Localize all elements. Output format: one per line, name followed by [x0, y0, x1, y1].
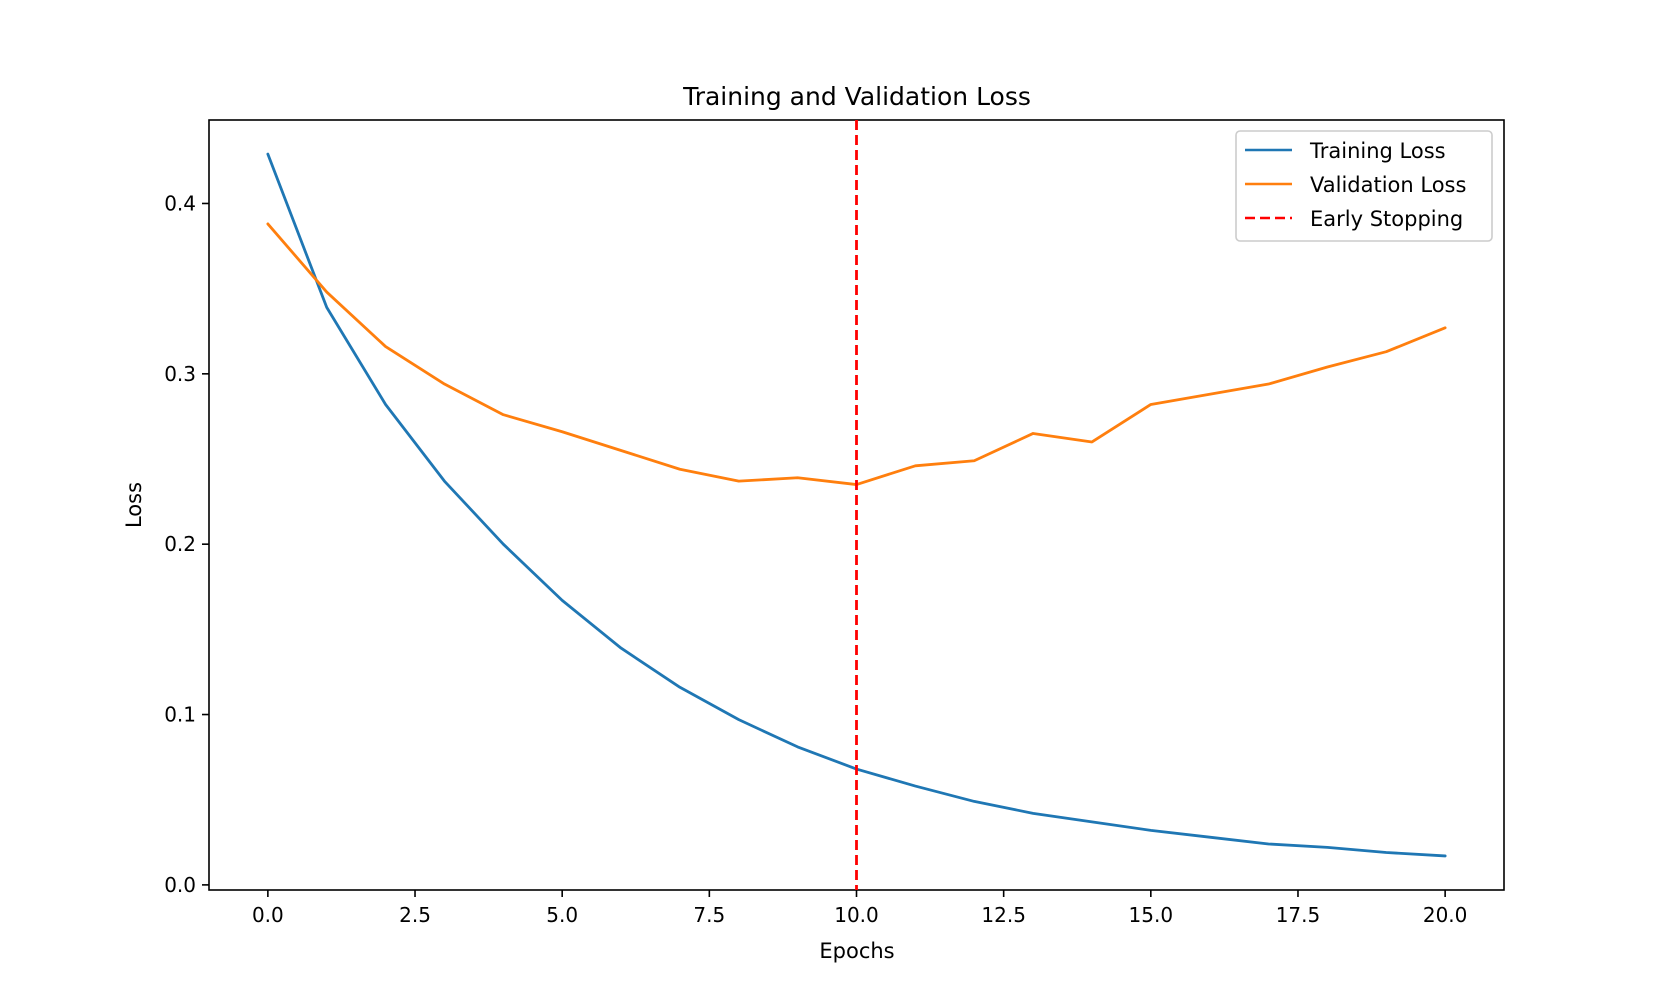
y-tick-label: 0.2 [164, 532, 196, 556]
legend-box [1235, 130, 1493, 242]
x-tick-label: 20.0 [1423, 903, 1468, 927]
x-tick-label: 2.5 [399, 903, 431, 927]
y-axis-ticks: 0.0 0.1 0.2 0.3 0.4 [164, 191, 209, 897]
x-tick-label: 17.5 [1276, 903, 1321, 927]
y-axis-title: Loss [122, 482, 146, 528]
legend-label-early-stopping: Early Stopping [1310, 207, 1463, 231]
x-tick-label: 10.0 [834, 903, 879, 927]
x-axis-ticks: 0.0 2.5 5.0 7.5 10.0 12.5 15.0 17.5 20.0 [252, 890, 1467, 927]
legend-label-validation-loss: Validation Loss [1310, 173, 1466, 197]
x-tick-label: 0.0 [252, 903, 284, 927]
y-tick-label: 0.0 [164, 873, 196, 897]
x-tick-label: 15.0 [1129, 903, 1174, 927]
x-tick-label: 7.5 [693, 903, 725, 927]
x-tick-label: 5.0 [546, 903, 578, 927]
legend: Training Loss Validation Loss Early Stop… [1235, 130, 1493, 242]
y-tick-label: 0.3 [164, 362, 196, 386]
x-axis-title: Epochs [819, 939, 894, 963]
y-tick-label: 0.1 [164, 703, 196, 727]
chart-title: Training and Validation Loss [682, 82, 1031, 111]
x-tick-label: 12.5 [981, 903, 1026, 927]
y-tick-label: 0.4 [164, 191, 196, 215]
legend-label-training-loss: Training Loss [1309, 139, 1446, 163]
